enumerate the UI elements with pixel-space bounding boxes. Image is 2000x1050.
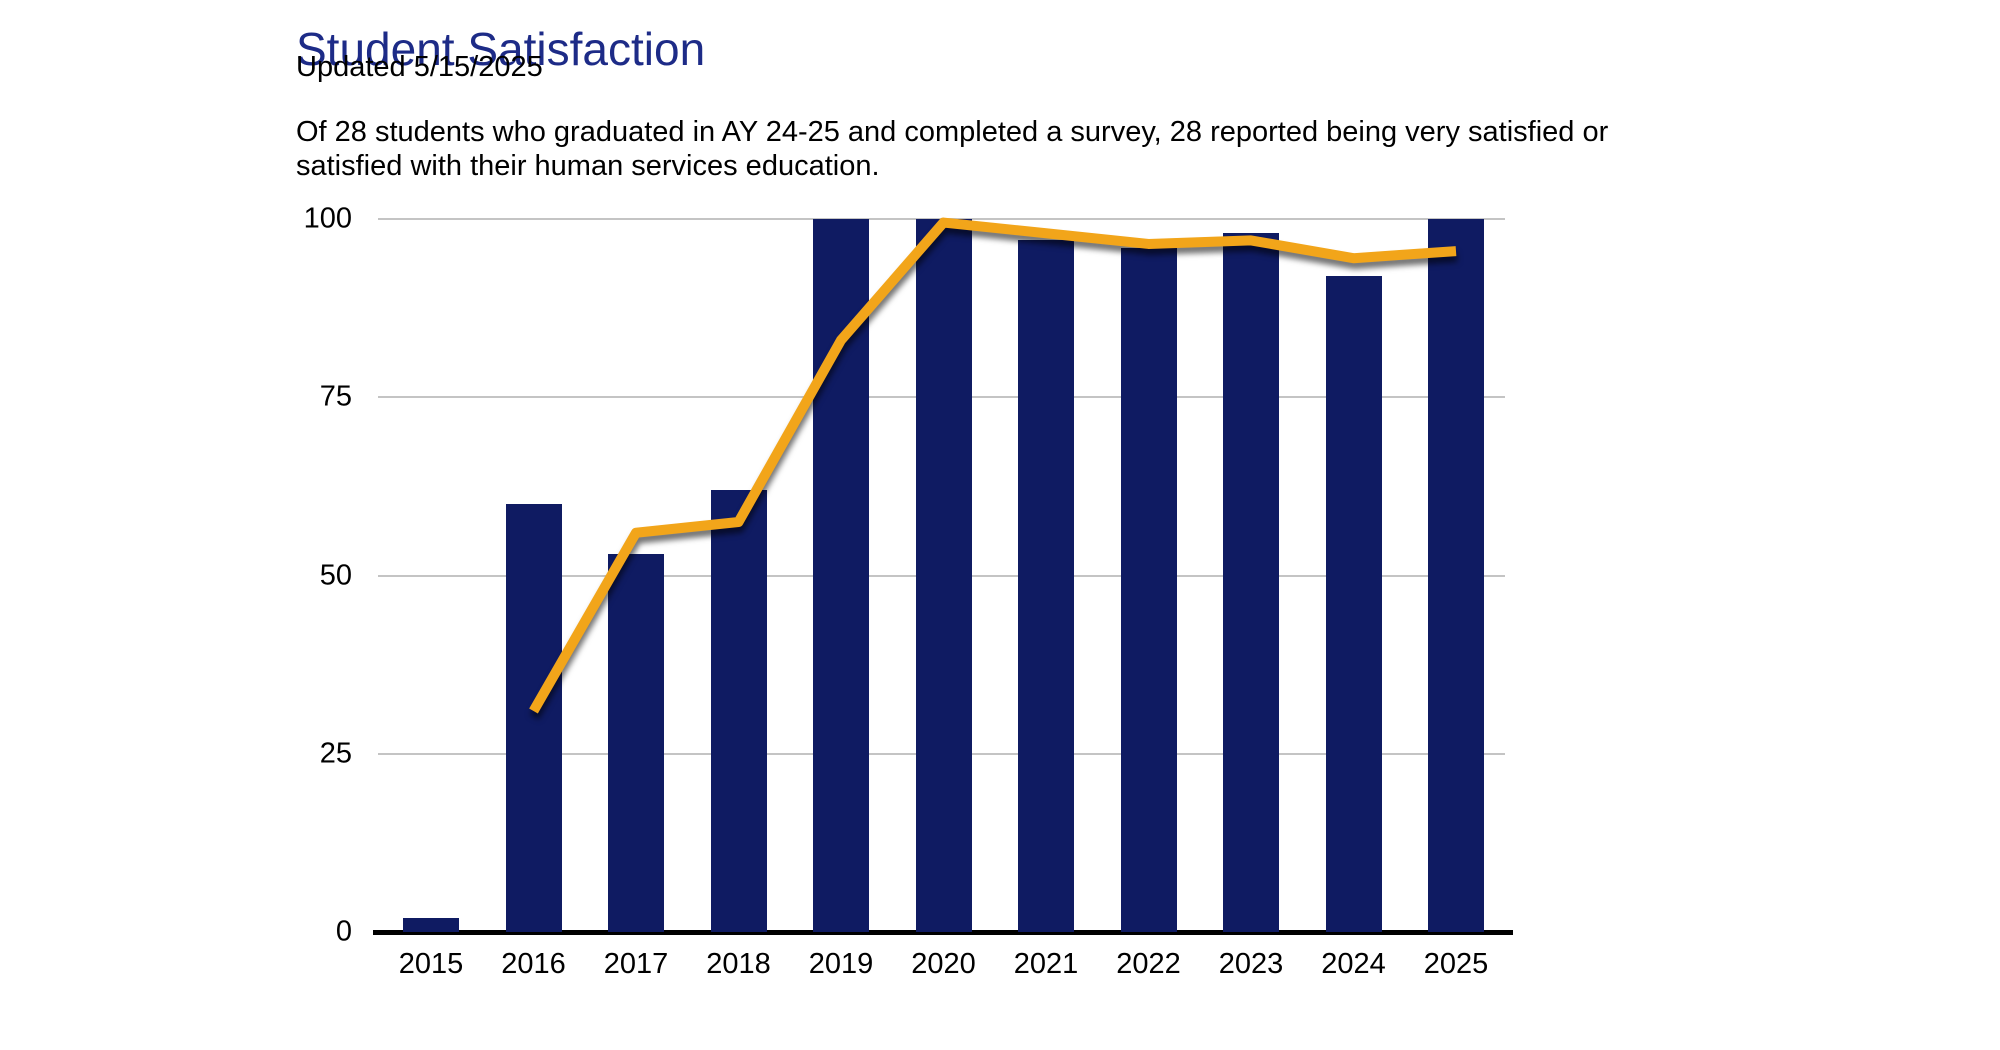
y-tick-0: 0	[335, 915, 352, 948]
x-tick-2017: 2017	[603, 948, 669, 980]
x-tick-2025: 2025	[1423, 948, 1489, 980]
bar-2017	[608, 554, 664, 932]
x-tick-2021: 2021	[1013, 948, 1079, 980]
page-title: Student Satisfaction	[296, 22, 706, 75]
bar-2022	[1120, 247, 1177, 932]
x-axis-line	[373, 930, 1513, 935]
x-tick-2022: 2022	[1116, 948, 1181, 980]
bar-2020	[915, 219, 972, 932]
x-tick-2018: 2018	[706, 948, 771, 980]
bar-2025	[1428, 219, 1484, 932]
bar-2018	[710, 489, 767, 932]
bar-2015	[403, 917, 459, 932]
bar-2023	[1223, 233, 1279, 932]
bar-2021	[1018, 240, 1074, 932]
x-tick-2024: 2024	[1321, 948, 1386, 980]
y-tick-25: 25	[319, 737, 352, 770]
x-tick-2016: 2016	[501, 948, 566, 980]
trend-line	[529, 217, 1457, 714]
x-tick-2023: 2023	[1218, 948, 1284, 980]
y-tick-75: 75	[319, 380, 352, 413]
bar-2024	[1325, 276, 1382, 932]
x-tick-2015: 2015	[398, 948, 464, 980]
bar-2016	[505, 504, 562, 932]
updated-date: Updated 5/15/2025	[296, 51, 543, 83]
x-tick-2019: 2019	[808, 948, 874, 980]
x-tick-2020: 2020	[911, 948, 976, 980]
y-tick-100: 100	[303, 202, 352, 235]
chart-description: Of 28 students who graduated in AY 24-25…	[296, 116, 1609, 182]
y-tick-50: 50	[319, 559, 352, 591]
